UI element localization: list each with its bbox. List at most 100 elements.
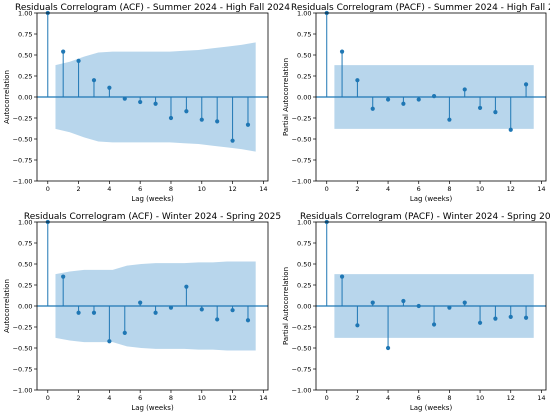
stem-marker — [91, 78, 97, 83]
y-tick-label: 0.75 — [18, 30, 32, 38]
x-tick-label: 6 — [138, 185, 142, 193]
y-tick-label: −1.00 — [292, 177, 312, 185]
stem-marker — [416, 97, 421, 102]
x-tick-label: 12 — [507, 185, 515, 193]
stem-marker — [153, 310, 158, 315]
stem-marker — [61, 274, 66, 279]
y-tick-label: 0.75 — [297, 239, 311, 247]
x-tick-label: 4 — [386, 185, 390, 193]
x-tick-label: 8 — [447, 394, 451, 402]
stem-marker — [230, 138, 235, 143]
x-axis-label: Lag (weeks) — [410, 404, 453, 412]
y-tick-label: 0.00 — [297, 302, 311, 310]
stem-marker — [122, 330, 127, 335]
stem-marker — [370, 300, 375, 305]
stem-marker — [493, 110, 498, 115]
y-tick-label: 0.25 — [18, 72, 32, 80]
x-axis-label: Lag (weeks) — [131, 404, 174, 412]
y-tick-label: −0.50 — [13, 344, 33, 352]
y-tick-label: −0.25 — [13, 114, 33, 122]
chart-title: Residuals Correlogram (PACF) - Summer 20… — [291, 3, 550, 13]
stem-marker — [168, 115, 174, 121]
y-tick-label: −0.50 — [13, 135, 33, 143]
y-tick-label: 1.00 — [18, 9, 32, 17]
stem-marker — [508, 127, 513, 132]
stem-marker — [339, 274, 345, 279]
y-tick-label: 1.00 — [297, 218, 311, 226]
stem-marker — [215, 119, 220, 124]
y-tick-label: 0.00 — [297, 93, 311, 101]
stem-marker — [447, 117, 452, 122]
chart-title: Residuals Correlogram (ACF) - Winter 202… — [24, 212, 281, 222]
x-tick-label: 4 — [386, 394, 390, 402]
y-tick-label: 0.50 — [297, 260, 311, 268]
x-tick-label: 10 — [198, 185, 206, 193]
y-tick-label: 0.75 — [297, 30, 311, 38]
stem-marker — [401, 298, 406, 304]
stem-marker — [447, 305, 452, 310]
stem-marker — [91, 310, 97, 315]
y-tick-label: −0.50 — [292, 344, 312, 352]
x-tick-label: 14 — [259, 185, 267, 193]
y-tick-label: 1.00 — [18, 218, 32, 226]
x-tick-label: 14 — [537, 394, 545, 402]
stem-marker — [339, 49, 345, 54]
stem-marker — [230, 308, 235, 313]
stem-marker — [385, 97, 391, 102]
y-tick-label: −0.50 — [292, 135, 312, 143]
x-tick-label: 2 — [77, 394, 81, 402]
chart-panel: 0 2 4 6 8 10 12 14 −1.00 −0.75 −0.50 −0.25 0.00 0.25 0… — [282, 212, 550, 412]
y-axis-label: Partial Autocorrelation — [282, 267, 290, 345]
x-tick-label: 0 — [46, 185, 50, 193]
stem-marker — [462, 300, 467, 305]
x-tick-label: 10 — [198, 394, 206, 402]
stem-marker — [477, 320, 483, 325]
x-axis-label: Lag (weeks) — [410, 195, 453, 203]
x-tick-label: 6 — [138, 394, 142, 402]
x-tick-label: 2 — [77, 185, 81, 193]
stem-marker — [199, 307, 204, 312]
x-tick-label: 2 — [355, 185, 359, 193]
stem-marker — [431, 322, 437, 327]
x-tick-label: 0 — [46, 394, 50, 402]
x-tick-label: 12 — [228, 185, 236, 193]
y-tick-label: 0.50 — [297, 51, 311, 59]
stem-marker — [355, 323, 360, 328]
y-tick-label: 1.00 — [297, 9, 311, 17]
x-tick-label: 8 — [169, 185, 173, 193]
chart-panel: 0 2 4 6 8 10 12 14 −1.00 −0.75 −0.50 −0.25 0.00 0.25 0… — [3, 212, 281, 412]
x-tick-label: 14 — [537, 185, 545, 193]
y-axis-label: Partial Autocorrelation — [282, 58, 290, 136]
y-tick-label: −0.25 — [13, 323, 33, 331]
y-tick-label: −0.25 — [292, 323, 312, 331]
stem-marker — [477, 105, 483, 111]
x-tick-label: 8 — [169, 394, 173, 402]
y-tick-label: −1.00 — [13, 177, 33, 185]
stem-marker — [431, 94, 437, 99]
chart-title: Residuals Correlogram (ACF) - Summer 202… — [15, 3, 290, 13]
y-tick-label: −0.75 — [292, 156, 312, 164]
stem-marker — [168, 305, 174, 310]
stem-marker — [107, 85, 112, 90]
y-tick-label: 0.50 — [18, 51, 32, 59]
stem-marker — [153, 101, 158, 106]
chart-panel: 0 2 4 6 8 10 12 14 −1.00 −0.75 −0.50 −0.25 0.00 0.25 0… — [282, 3, 550, 203]
stem-marker — [61, 49, 66, 54]
stem-marker — [370, 106, 375, 111]
y-tick-label: 0.00 — [18, 302, 32, 310]
x-tick-label: 12 — [228, 394, 236, 402]
stem-marker — [355, 78, 360, 83]
y-tick-label: 0.25 — [18, 281, 32, 289]
x-tick-label: 10 — [476, 394, 484, 402]
stem-marker — [199, 117, 204, 122]
x-tick-label: 4 — [107, 185, 111, 193]
x-tick-label: 12 — [507, 394, 515, 402]
y-tick-label: −0.25 — [292, 114, 312, 122]
x-tick-label: 2 — [355, 394, 359, 402]
stem-marker — [245, 318, 251, 323]
stem-marker — [138, 99, 143, 105]
y-tick-label: 0.25 — [297, 281, 311, 289]
x-tick-label: 4 — [107, 394, 111, 402]
y-axis-label: Autocorrelation — [3, 279, 11, 333]
